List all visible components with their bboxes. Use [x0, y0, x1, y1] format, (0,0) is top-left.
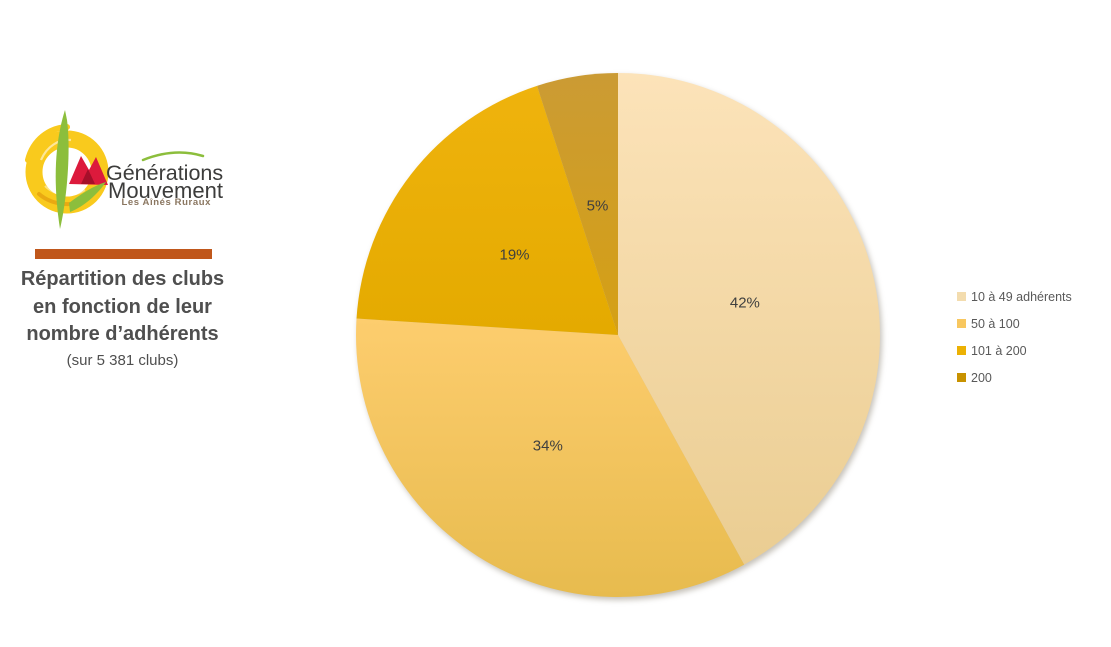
legend-item-2: 50 à 100	[957, 310, 1072, 337]
legend-item-3: 101 à 200	[957, 337, 1072, 364]
legend-label: 10 à 49 adhérents	[971, 289, 1072, 304]
pie-slice-4	[537, 73, 618, 335]
chart-title-block: Répartition des clubs en fonction de leu…	[5, 266, 240, 372]
pie-slice-3	[356, 85, 618, 335]
generations-mouvement-logo: Générations Mouvement Les Aînés Ruraux	[25, 110, 223, 229]
green-leaf-icon	[55, 110, 205, 229]
legend-item-1: 10 à 49 adhérents	[957, 283, 1072, 310]
pie-data-label-1: 42%	[730, 294, 760, 311]
pie-data-label-2: 34%	[533, 438, 563, 455]
chart-title-line3: nombre d’adhérents	[26, 323, 219, 345]
legend-swatch-icon	[957, 373, 966, 382]
logo-brand-line2: Mouvement	[108, 178, 223, 203]
legend-label: 50 à 100	[971, 316, 1020, 331]
red-rooftops-icon	[69, 156, 108, 185]
pie-slice-1	[618, 73, 880, 565]
chart-subtitle: (sur 5 381 clubs)	[66, 351, 179, 369]
logo-tagline: Les Aînés Ruraux	[122, 197, 212, 208]
legend-item-4: 200	[957, 364, 1072, 391]
legend-label: 200	[971, 370, 992, 385]
chart-title-line1: Répartition des clubs	[20, 268, 225, 290]
pie-chart: 42% 34% 19% 5%	[356, 73, 880, 597]
pie-data-label-4: 5%	[587, 198, 609, 215]
legend-swatch-icon	[957, 346, 966, 355]
legend-label: 101 à 200	[971, 343, 1027, 358]
pie-slice-2	[356, 318, 745, 597]
pie-data-label-3: 19%	[499, 247, 529, 264]
chart-title-line2: en fonction de leur	[33, 295, 212, 318]
legend-swatch-icon	[957, 319, 966, 328]
divider-bar	[35, 249, 212, 259]
leaf-swoosh-icon	[141, 151, 205, 162]
chart-legend: 10 à 49 adhérents 50 à 100 101 à 200 200	[957, 283, 1072, 391]
legend-swatch-icon	[957, 292, 966, 301]
logo-brand-line1: Générations	[106, 161, 223, 185]
